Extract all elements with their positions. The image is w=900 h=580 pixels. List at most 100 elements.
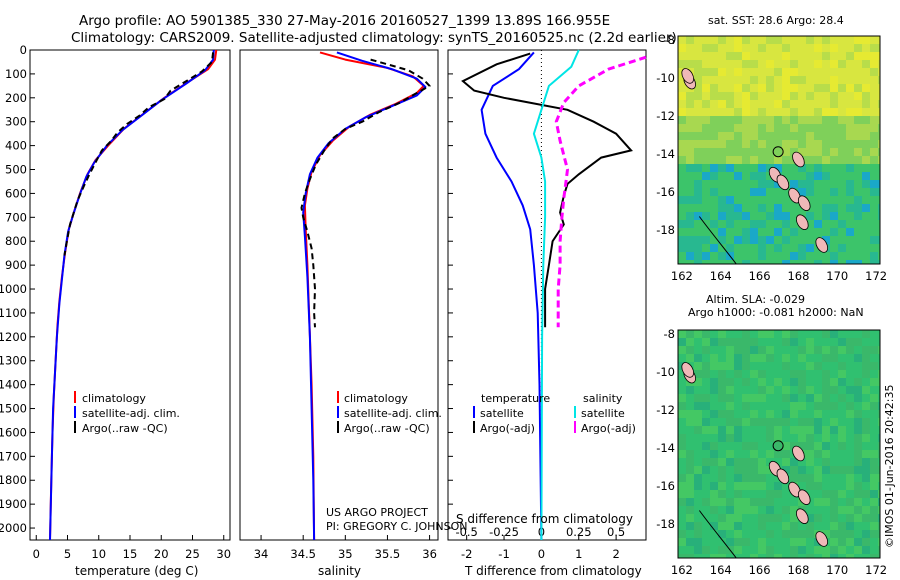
- map-cell: [846, 108, 854, 116]
- map-cell: [830, 180, 838, 188]
- map-cell: [838, 442, 846, 450]
- map-cell: [766, 100, 774, 108]
- series-line-temperature-satellite: [480, 51, 543, 541]
- map-cell: [702, 220, 710, 228]
- map-cell: [822, 92, 830, 100]
- map-cell: [814, 498, 822, 506]
- map-cell: [766, 554, 774, 558]
- map-cell: [766, 140, 774, 148]
- map-cell: [758, 346, 766, 354]
- map-cell: [862, 490, 870, 498]
- map-cell: [694, 260, 702, 264]
- map-cell: [742, 172, 750, 180]
- map-cell: [806, 546, 814, 554]
- map-cell: [718, 188, 726, 196]
- map-cell: [878, 474, 880, 482]
- map-cell: [726, 410, 734, 418]
- map-cell: [878, 530, 880, 538]
- map-cell: [878, 378, 880, 386]
- map-cell: [694, 108, 702, 116]
- map-cell: [838, 330, 846, 338]
- map-cell: [774, 346, 782, 354]
- map-cell: [758, 506, 766, 514]
- map-cell: [766, 330, 774, 338]
- map-cell: [734, 330, 742, 338]
- map-cell: [830, 434, 838, 442]
- map-cell: [838, 100, 846, 108]
- map-cell: [806, 490, 814, 498]
- map-cell: [750, 402, 758, 410]
- map-cell: [814, 522, 822, 530]
- map-cell: [694, 236, 702, 244]
- map-cell: [678, 370, 686, 378]
- map-cell: [846, 490, 854, 498]
- map-cell: [830, 442, 838, 450]
- map-cell: [678, 498, 686, 506]
- map-cell: [806, 530, 814, 538]
- map-cell: [774, 140, 782, 148]
- map-cell: [742, 108, 750, 116]
- map-cell: [838, 76, 846, 84]
- map-cell: [782, 442, 790, 450]
- map-cell: [790, 76, 798, 84]
- map-cell: [870, 244, 878, 252]
- map-cell: [854, 68, 862, 76]
- map-cell: [814, 52, 822, 60]
- map-cell: [798, 346, 806, 354]
- map-cell: [686, 450, 694, 458]
- map-cell: [846, 196, 854, 204]
- map-cell: [878, 538, 880, 546]
- map-cell: [694, 450, 702, 458]
- map-cell: [686, 188, 694, 196]
- map-cell: [782, 116, 790, 124]
- map-cell: [782, 538, 790, 546]
- map-cell: [814, 260, 822, 264]
- map-cell: [758, 490, 766, 498]
- map-cell: [686, 244, 694, 252]
- map-cell: [782, 522, 790, 530]
- map-cell: [774, 212, 782, 220]
- map-cell: [870, 482, 878, 490]
- map-cell: [718, 132, 726, 140]
- map-cell: [710, 124, 718, 132]
- map-cell: [774, 164, 782, 172]
- map-cell: [686, 236, 694, 244]
- map-cell: [734, 482, 742, 490]
- map-cell: [806, 68, 814, 76]
- map-cell: [726, 84, 734, 92]
- map-lon-label: 164: [710, 563, 732, 577]
- map-cell: [782, 330, 790, 338]
- map-cell: [734, 52, 742, 60]
- map-cell: [838, 354, 846, 362]
- map-cell: [830, 156, 838, 164]
- map-cell: [702, 450, 710, 458]
- map-cell: [878, 196, 880, 204]
- depth-tick-label: 2000: [0, 521, 27, 535]
- map-cell: [790, 418, 798, 426]
- map-cell: [870, 44, 878, 52]
- map-cell: [830, 140, 838, 148]
- map-cell: [830, 164, 838, 172]
- map-cell: [830, 84, 838, 92]
- map-cell: [846, 394, 854, 402]
- map-cell: [782, 124, 790, 132]
- map-cell: [726, 196, 734, 204]
- map-cell: [686, 196, 694, 204]
- x-tick-label: 35: [338, 547, 353, 561]
- map-cell: [822, 76, 830, 84]
- map-cell: [678, 172, 686, 180]
- map-cell: [822, 212, 830, 220]
- map-cell: [678, 458, 686, 466]
- map-cell: [694, 180, 702, 188]
- map-cell: [862, 124, 870, 132]
- map-cell: [758, 52, 766, 60]
- map-cell: [798, 228, 806, 236]
- island: [797, 195, 811, 211]
- map-cell: [878, 76, 880, 84]
- map-cell: [822, 506, 830, 514]
- map-cell: [678, 84, 686, 92]
- map-cell: [838, 156, 846, 164]
- map-cell: [878, 490, 880, 498]
- map-cell: [734, 36, 742, 44]
- map-cell: [686, 228, 694, 236]
